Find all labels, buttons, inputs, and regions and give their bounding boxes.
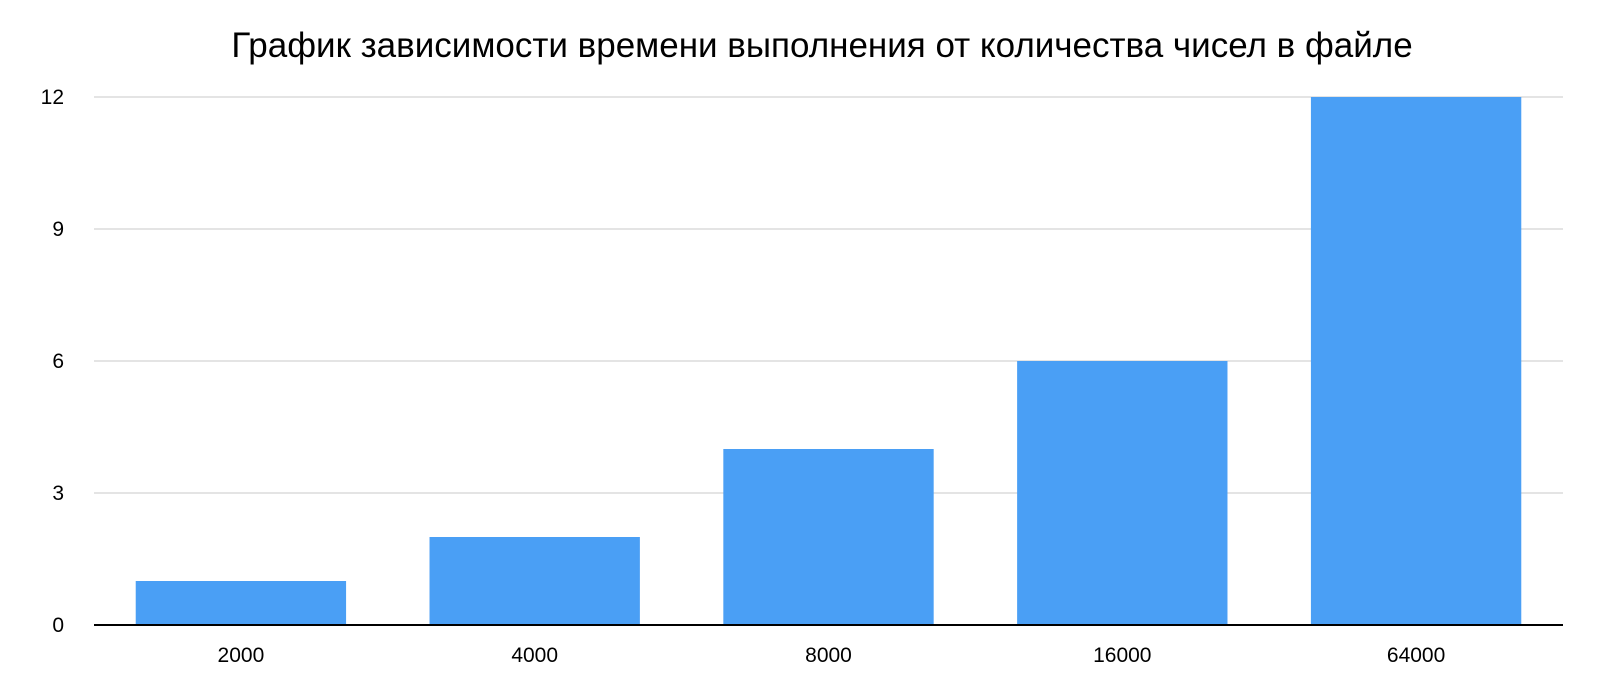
x-axis-tick-labels: 2000 4000 8000 16000 64000 xyxy=(218,644,1446,667)
x-tick-label: 8000 xyxy=(805,644,852,667)
bar xyxy=(1310,97,1522,625)
y-tick-label: 6 xyxy=(52,350,64,373)
y-tick-label: 9 xyxy=(52,218,64,241)
x-tick-label: 4000 xyxy=(511,644,558,667)
x-tick-label: 2000 xyxy=(218,644,265,667)
bar xyxy=(135,581,347,625)
y-axis-tick-labels: 0 3 6 9 12 xyxy=(41,86,64,637)
bar xyxy=(429,537,640,625)
bar xyxy=(723,449,934,625)
bar xyxy=(1017,361,1228,625)
x-tick-label: 16000 xyxy=(1093,644,1151,667)
chart-title: График зависимости времени выполнения от… xyxy=(231,26,1412,65)
y-tick-label: 12 xyxy=(41,86,64,109)
y-tick-label: 3 xyxy=(52,482,64,505)
x-tick-label: 64000 xyxy=(1387,644,1445,667)
y-tick-label: 0 xyxy=(52,614,64,637)
bars xyxy=(135,97,1522,625)
